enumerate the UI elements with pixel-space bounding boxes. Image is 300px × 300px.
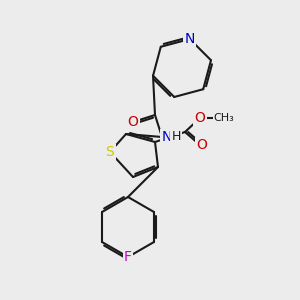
Text: N: N	[162, 130, 172, 144]
Text: N: N	[184, 32, 195, 46]
Text: CH₃: CH₃	[214, 113, 234, 123]
Text: O: O	[195, 111, 206, 125]
Text: H: H	[171, 130, 181, 143]
Text: O: O	[196, 138, 207, 152]
Text: S: S	[106, 145, 114, 159]
Text: O: O	[128, 115, 138, 129]
Text: F: F	[124, 250, 132, 264]
